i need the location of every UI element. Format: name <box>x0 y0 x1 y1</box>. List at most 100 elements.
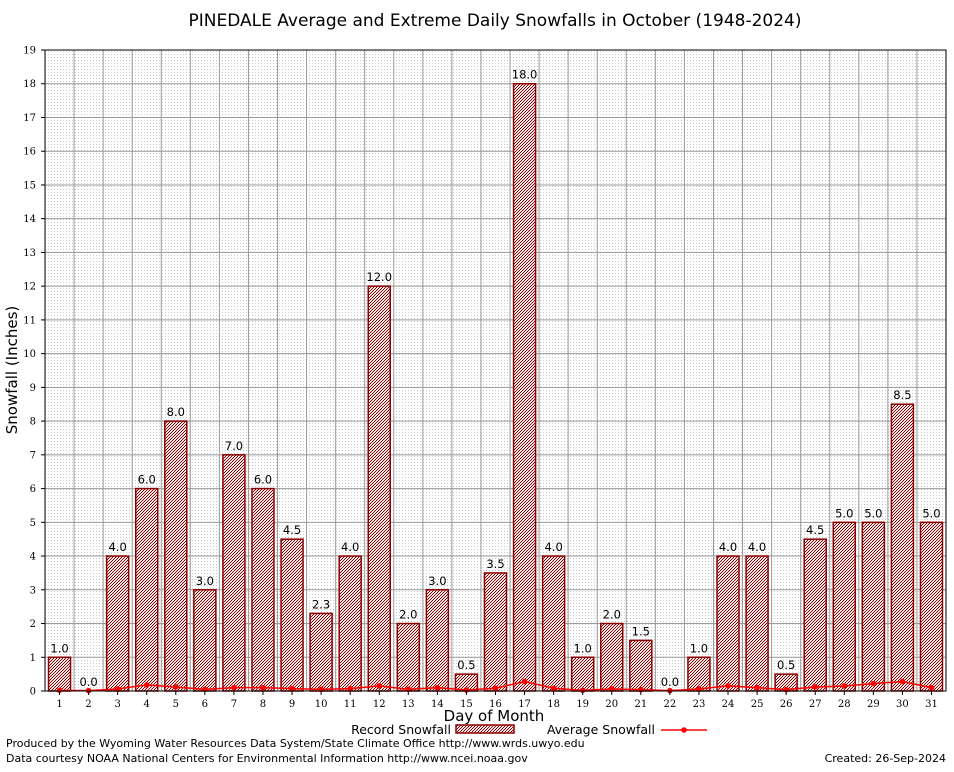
average-point-day-20 <box>608 686 615 692</box>
x-tick-label: 1 <box>56 699 62 710</box>
legend: Record Snowfall Average Snowfall <box>351 722 707 737</box>
average-point-day-24 <box>725 683 731 689</box>
x-tick-label: 3 <box>114 699 120 710</box>
x-tick-label: 12 <box>373 699 386 710</box>
bar-value-label: 6.0 <box>254 473 272 487</box>
record-bar-day-14 <box>425 589 450 692</box>
record-bar-day-11 <box>338 555 362 692</box>
bar-value-label: 8.0 <box>167 405 185 419</box>
y-tick-label: 7 <box>30 450 36 461</box>
record-bar-day-1 <box>47 656 72 692</box>
x-tick-label: 23 <box>693 699 706 710</box>
average-point-day-11 <box>347 685 353 692</box>
y-tick-label: 12 <box>23 282 36 293</box>
bar-value-label: 1.0 <box>574 641 592 655</box>
bar-value-label: 3.5 <box>486 557 504 571</box>
plot-area: 1.0 0.0 4.0 6.0 8.0 3.0 7.0 6.0 4.5 2.3 4.0 12.0 2.0… <box>44 49 947 694</box>
x-tick-label: 17 <box>518 699 531 710</box>
bar-value-label: 4.5 <box>283 523 301 537</box>
average-point-day-28 <box>841 683 848 689</box>
record-bar-day-31 <box>919 521 944 692</box>
y-tick-label: 0 <box>30 687 36 698</box>
average-point-day-12 <box>376 683 383 689</box>
average-point-day-3 <box>114 686 121 692</box>
footer-produced: Produced by the Wyoming Water Resources … <box>6 737 585 750</box>
x-tick-label: 29 <box>867 699 880 710</box>
average-point-day-1 <box>56 687 63 694</box>
bar-value-label: 2.0 <box>603 608 621 622</box>
average-point-day-8 <box>260 684 266 691</box>
bar-value-label: 4.5 <box>806 523 824 537</box>
x-tick-label: 21 <box>634 699 647 710</box>
footer-created: Created: 26-Sep-2024 <box>825 752 946 765</box>
bar-value-label: 2.0 <box>399 608 417 622</box>
bar-value-label: 0.0 <box>79 675 97 689</box>
record-bar-day-18 <box>541 555 566 692</box>
record-bar-day-12 <box>367 285 391 692</box>
bar-value-label: 18.0 <box>512 68 538 82</box>
average-point-day-31 <box>928 684 935 691</box>
x-tick-label: 10 <box>315 699 328 710</box>
record-bar-day-9 <box>280 538 304 692</box>
x-axis-ticks: 1 2 3 4 5 6 7 8 9 10 11 12 13 14 15 16 17 18 19 20 21 22 23 24 2… <box>56 691 938 710</box>
bar-value-label: 4.0 <box>544 540 562 554</box>
record-bar-day-5 <box>164 420 188 692</box>
y-tick-label: 13 <box>23 248 36 259</box>
x-tick-label: 20 <box>605 699 618 710</box>
y-tick-label: 10 <box>23 349 36 360</box>
average-point-day-17 <box>521 678 528 685</box>
record-bar-day-3 <box>105 555 130 692</box>
legend-average-marker <box>681 727 687 733</box>
bar-value-label: 4.0 <box>109 540 127 554</box>
record-bar-day-17 <box>512 82 537 692</box>
y-tick-label: 8 <box>30 417 36 428</box>
y-tick-label: 9 <box>30 383 36 394</box>
bar-value-label: 4.0 <box>341 540 359 554</box>
y-tick-label: 18 <box>23 79 36 90</box>
record-bar-day-19 <box>570 656 595 692</box>
bar-value-label: 1.0 <box>690 641 708 655</box>
record-bar-day-16 <box>483 572 508 692</box>
bar-value-label: 12.0 <box>366 270 392 284</box>
bar-value-label: 5.0 <box>835 506 853 520</box>
bar-value-label: 2.3 <box>312 597 330 611</box>
record-bar-day-28 <box>832 521 857 692</box>
average-point-day-19 <box>579 687 586 694</box>
bar-value-label: 7.0 <box>225 439 243 453</box>
x-tick-label: 24 <box>722 699 735 710</box>
y-tick-label: 4 <box>30 552 36 563</box>
x-tick-label: 19 <box>576 699 589 710</box>
y-tick-label: 19 <box>23 46 36 57</box>
average-point-day-4 <box>143 682 150 688</box>
y-tick-label: 16 <box>23 147 36 158</box>
y-tick-label: 3 <box>30 585 36 596</box>
x-tick-label: 5 <box>173 699 179 710</box>
x-tick-label: 31 <box>925 699 938 710</box>
y-tick-label: 2 <box>30 619 36 630</box>
bar-value-label: 3.0 <box>428 574 446 588</box>
x-tick-label: 30 <box>896 699 909 710</box>
y-tick-label: 1 <box>30 653 36 664</box>
x-tick-label: 27 <box>809 699 822 710</box>
x-tick-label: 8 <box>260 699 266 710</box>
record-bar-day-27 <box>803 538 827 692</box>
average-point-day-18 <box>550 685 557 692</box>
average-point-day-7 <box>231 684 237 691</box>
y-tick-label: 15 <box>23 180 36 191</box>
record-bar-day-30 <box>890 403 915 692</box>
bar-value-label: 5.0 <box>864 506 882 520</box>
record-bar-day-21 <box>629 639 653 692</box>
average-point-day-5 <box>172 684 179 690</box>
average-point-day-29 <box>870 680 877 687</box>
x-tick-label: 11 <box>344 699 357 710</box>
average-point-day-30 <box>899 678 906 685</box>
bar-value-label: 6.0 <box>138 473 156 487</box>
record-bar-day-6 <box>193 589 217 692</box>
record-bar-day-25 <box>745 555 769 692</box>
y-tick-label: 5 <box>30 518 36 529</box>
average-point-day-9 <box>289 685 295 692</box>
legend-record-swatch <box>455 724 515 734</box>
y-tick-label: 11 <box>23 315 36 326</box>
